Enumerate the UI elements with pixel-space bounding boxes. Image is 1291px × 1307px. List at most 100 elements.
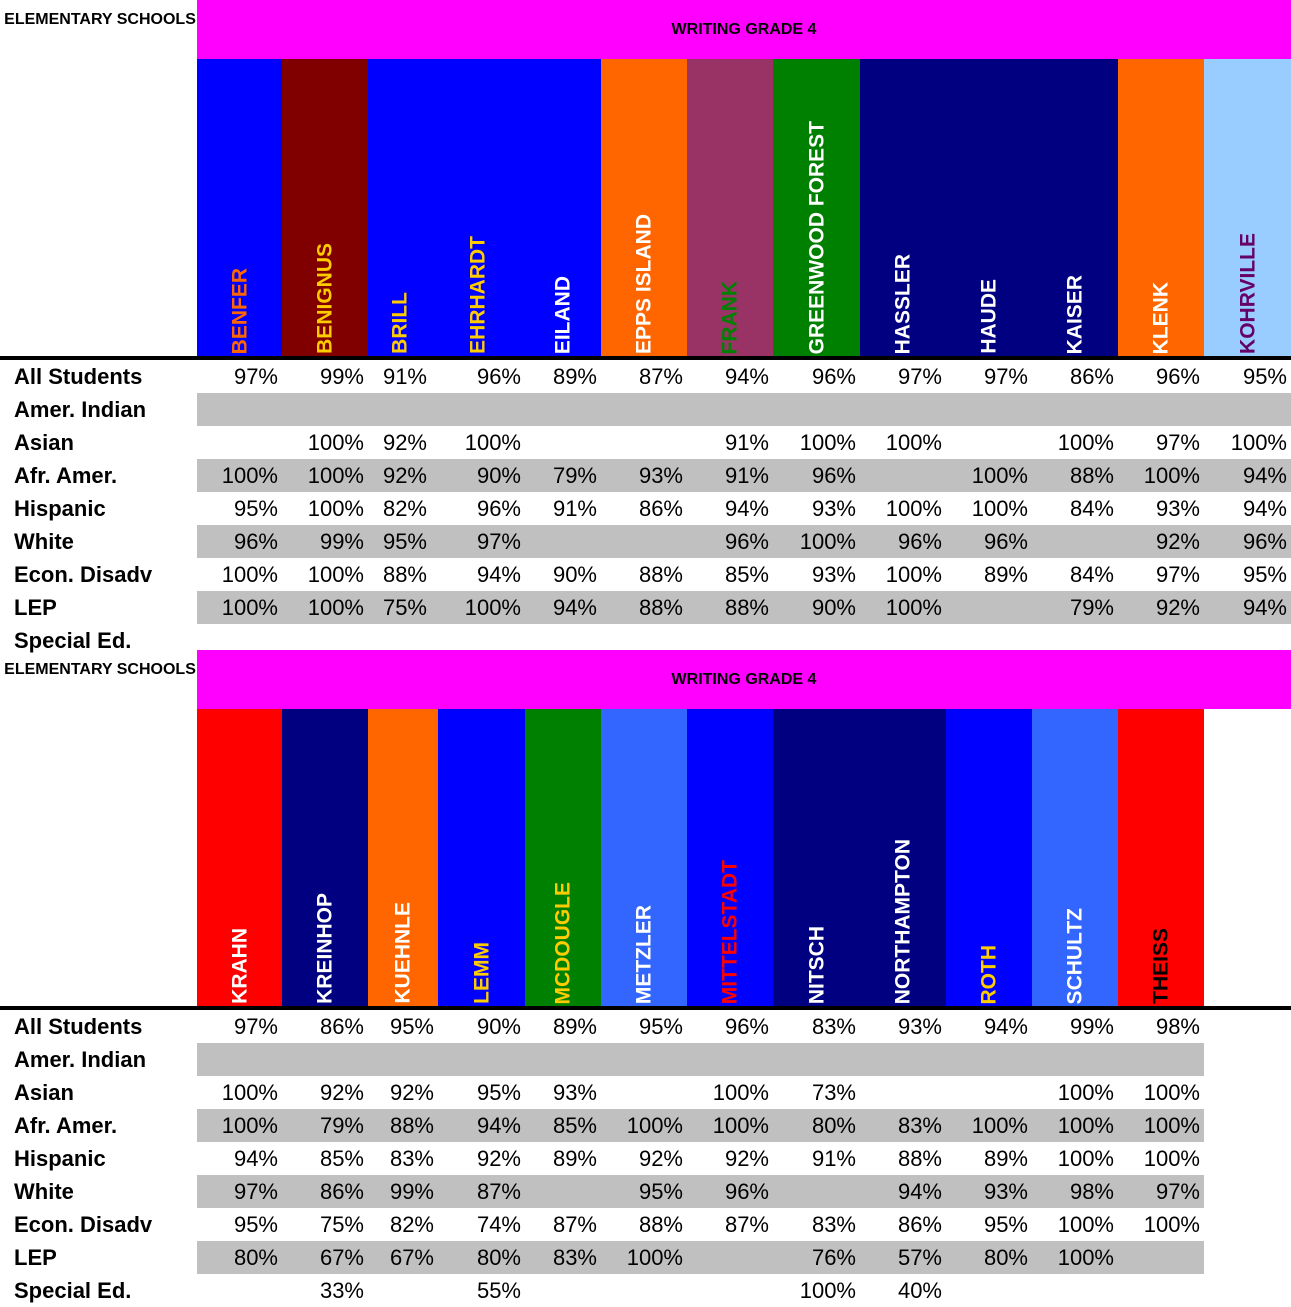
percent-cell: 100% — [626, 1113, 683, 1138]
school-header: EILAND — [525, 59, 601, 356]
percent-cell: 97% — [233, 364, 278, 389]
percent-cell: 87% — [552, 1212, 597, 1237]
percent-cell: 84% — [1069, 496, 1114, 521]
percent-cell: 83% — [389, 1146, 434, 1171]
percent-cell: 100% — [712, 1080, 769, 1105]
row-band — [197, 1043, 1204, 1076]
row-band — [197, 525, 1291, 558]
school-name: GREENWOOD FOREST — [805, 120, 828, 354]
percent-cell: 100% — [464, 595, 521, 620]
percent-cell: 88% — [897, 1146, 942, 1171]
percent-cell: 95% — [638, 1014, 683, 1039]
percent-cell: 83% — [552, 1245, 597, 1270]
percent-cell: 93% — [897, 1014, 942, 1039]
percent-cell: 92% — [1155, 595, 1200, 620]
percent-cell: 95% — [389, 1014, 434, 1039]
percent-cell: 89% — [983, 562, 1028, 587]
percent-cell: 90% — [476, 463, 521, 488]
percent-cell: 97% — [233, 1179, 278, 1204]
percent-cell: 94% — [552, 595, 597, 620]
school-name: KOHRVILLE — [1236, 233, 1259, 354]
row-label: Special Ed. — [14, 628, 132, 653]
percent-cell: 85% — [552, 1113, 597, 1138]
percent-cell: 91% — [552, 496, 597, 521]
percent-cell: 86% — [1069, 364, 1114, 389]
school-name: KREINHOP — [313, 893, 337, 1004]
table-row: Special Ed. — [0, 624, 1291, 657]
percent-cell: 100% — [885, 562, 942, 587]
percent-cell: 86% — [319, 1014, 364, 1039]
school-name: KAISER — [1063, 274, 1087, 354]
school-name: LEMM — [470, 942, 493, 1004]
percent-cell: 100% — [464, 430, 521, 455]
percent-cell: 100% — [799, 1278, 856, 1303]
school-name: MCDOUGLE — [551, 881, 575, 1005]
row-label: All Students — [14, 364, 143, 389]
percent-cell: 92% — [382, 463, 427, 488]
percent-cell: 93% — [552, 1080, 597, 1105]
percent-cell: 90% — [552, 562, 597, 587]
percent-cell: 55% — [476, 1278, 521, 1303]
percent-cell: 88% — [638, 1212, 683, 1237]
row-band — [197, 591, 1291, 624]
school-header: KOHRVILLE — [1204, 59, 1291, 356]
percent-cell: 80% — [811, 1113, 856, 1138]
school-name: ROTH — [977, 944, 1001, 1005]
percent-cell: 96% — [1242, 529, 1287, 554]
school-header: ROTH — [946, 709, 1032, 1006]
percent-cell: 89% — [552, 1146, 597, 1171]
percent-cell: 94% — [983, 1014, 1028, 1039]
school-header: EPPS ISLAND — [601, 59, 687, 356]
school-header: HAUDE — [946, 59, 1032, 356]
percent-cell: 79% — [1069, 595, 1114, 620]
percent-cell: 97% — [897, 364, 942, 389]
percent-cell: 94% — [1242, 595, 1287, 620]
percent-cell: 100% — [221, 562, 278, 587]
percent-cell: 93% — [983, 1179, 1028, 1204]
table-row: LEP 100% 100% 75% 100% 94% 88% 88% 90% 100% 79% 92%… — [0, 591, 1291, 624]
percent-cell: 86% — [319, 1179, 364, 1204]
row-label: LEP — [14, 595, 57, 620]
percent-cell: 100% — [1057, 1146, 1114, 1171]
percent-cell: 100% — [885, 595, 942, 620]
percent-cell: 92% — [382, 430, 427, 455]
percent-cell: 94% — [1242, 463, 1287, 488]
table-row: Econ. Disadv 95% 75% 82% 74% 87% 88% 87% 83% 86% 9… — [0, 1208, 1291, 1241]
writing-table-1: ELEMENTARY SCHOOLS WRITING GRADE 4 BENFER B… — [0, 0, 1291, 657]
school-header: THEISS — [1118, 709, 1204, 1006]
school-header: HASSLER — [860, 59, 946, 356]
row-band — [197, 1109, 1204, 1142]
school-name: METZLER — [632, 904, 656, 1004]
school-header: MCDOUGLE — [525, 709, 601, 1006]
percent-cell: 83% — [897, 1113, 942, 1138]
percent-cell: 100% — [885, 430, 942, 455]
percent-cell: 95% — [476, 1080, 521, 1105]
percent-cell: 94% — [897, 1179, 942, 1204]
percent-cell: 99% — [389, 1179, 434, 1204]
table-row: Hispanic 94% 85% 83% 92% 89% 92% 92% 91% 88% 89% 10… — [0, 1142, 1291, 1175]
table-row: Special Ed. 33% 55% 100% 40% — [0, 1274, 1291, 1307]
percent-cell: 80% — [476, 1245, 521, 1270]
percent-cell: 73% — [811, 1080, 856, 1105]
percent-cell: 100% — [1057, 430, 1114, 455]
table-row: Amer. Indian — [0, 1043, 1291, 1076]
school-name: MITTELSTADT — [718, 859, 742, 1004]
percent-cell: 92% — [638, 1146, 683, 1171]
row-label: Hispanic — [14, 1146, 106, 1171]
percent-cell: 86% — [897, 1212, 942, 1237]
percent-cell: 96% — [811, 463, 856, 488]
percent-cell: 97% — [1155, 562, 1200, 587]
percent-cell: 97% — [1155, 430, 1200, 455]
school-header: KRAHN — [197, 709, 282, 1006]
percent-cell: 96% — [724, 529, 769, 554]
table-row: All Students 97% 99% 91% 96% 89% 87% 94% 96% 97% 9… — [0, 360, 1291, 393]
school-header: NITSCH — [773, 709, 860, 1006]
row-label: Special Ed. — [14, 1278, 132, 1303]
school-name: KUEHNLE — [391, 902, 415, 1004]
percent-cell: 92% — [476, 1146, 521, 1171]
percent-cell: 96% — [811, 364, 856, 389]
percent-cell: 75% — [319, 1212, 364, 1237]
percent-cell: 90% — [476, 1014, 521, 1039]
percent-cell: 100% — [221, 463, 278, 488]
percent-cell: 83% — [811, 1212, 856, 1237]
